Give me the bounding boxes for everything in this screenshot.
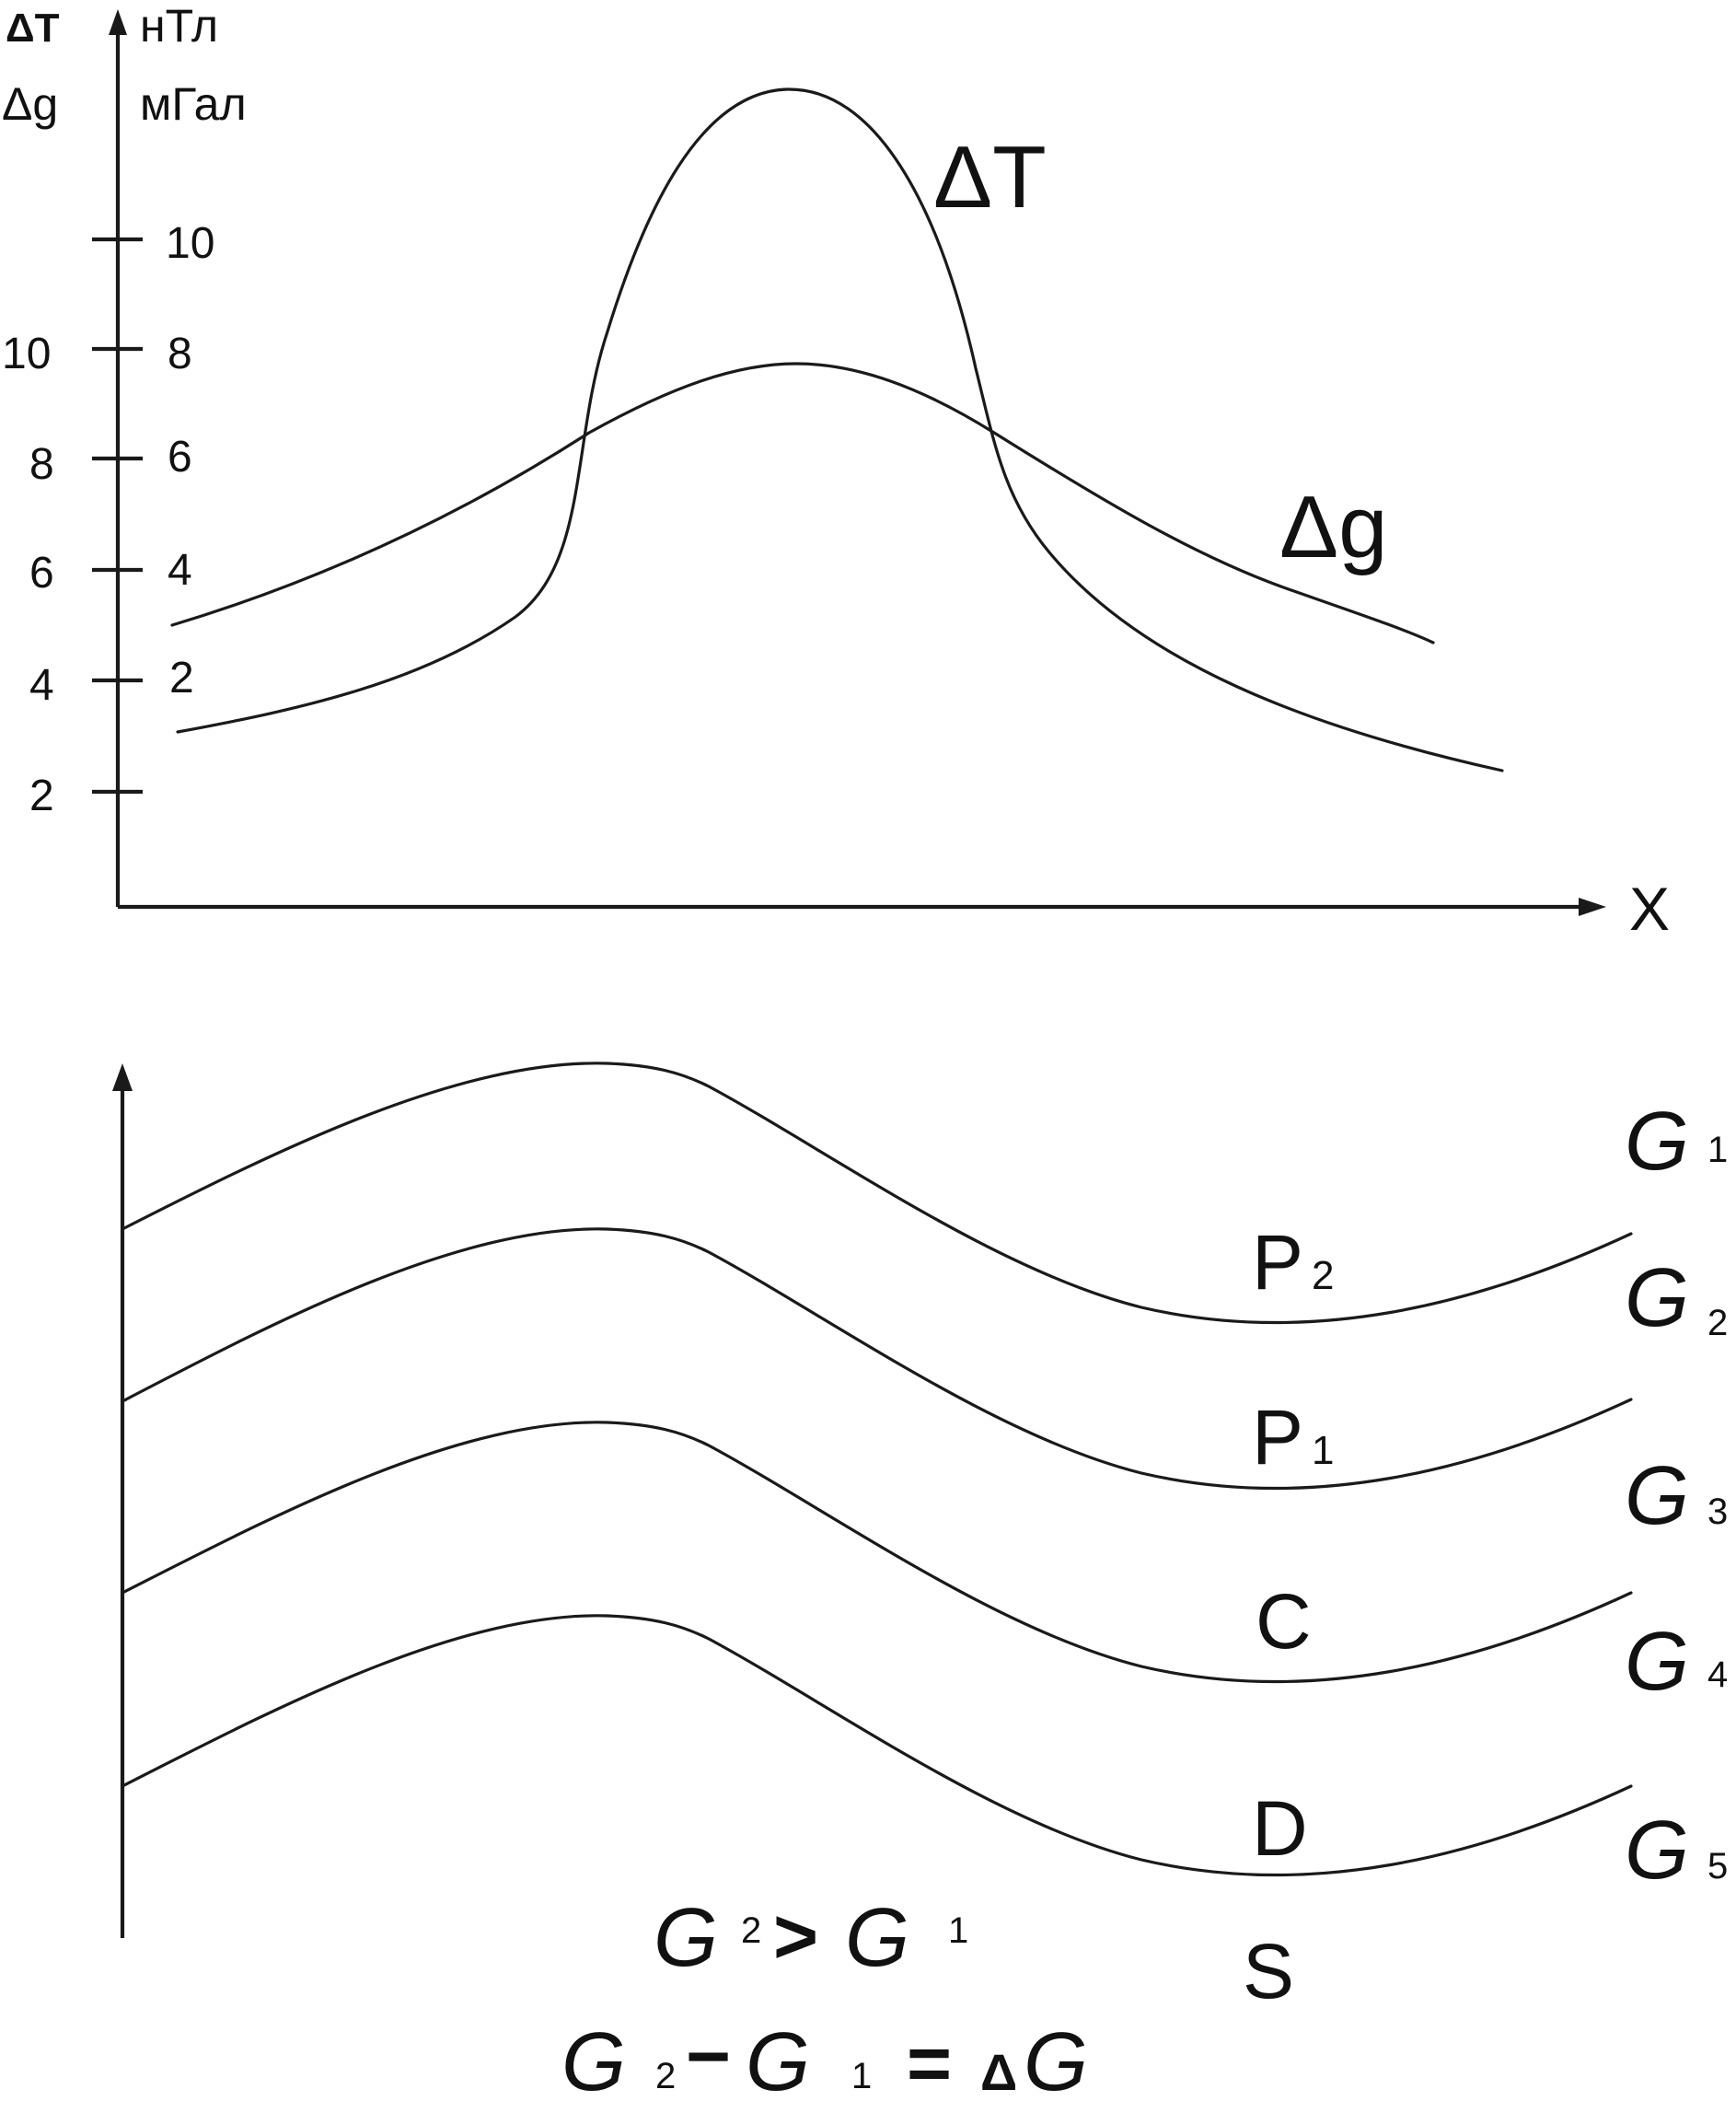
- formula-sub: 2: [741, 1910, 761, 1951]
- strat-sub: 1: [1312, 1428, 1334, 1473]
- sigma-index: 4: [1707, 1654, 1728, 1695]
- label-c: C: [1256, 1578, 1312, 1665]
- sigma-glyph: G: [1625, 1252, 1689, 1344]
- formula-sub: 1: [851, 2056, 872, 2096]
- formula-operator: −: [686, 2013, 731, 2099]
- formula-sub: 1: [948, 1910, 968, 1951]
- strat-sub: 2: [1312, 1253, 1334, 1298]
- sigma-index: 5: [1707, 1846, 1728, 1886]
- sigma-index: 1: [1707, 1130, 1728, 1170]
- geologic-section: G 1 G 2 G 3 G 4 G 5 P 2 P 1 C D S: [112, 1062, 1728, 2101]
- sigma-3-label: G 3: [1625, 1450, 1728, 1542]
- dg-symbol: Δg: [2, 78, 58, 130]
- label-p2: P 2: [1252, 1219, 1334, 1306]
- formula-inequality: G 2 > G 1: [654, 1892, 968, 1984]
- formula-sigma: G: [1024, 2016, 1088, 2101]
- formula-delta: Δ: [980, 2043, 1017, 2101]
- formula-operator: >: [773, 1893, 818, 1979]
- formula-sigma: G: [746, 2016, 810, 2101]
- curve-delta-t: [176, 87, 1504, 772]
- inner-tick-label: 10: [166, 219, 214, 268]
- strat-label: P: [1252, 1219, 1303, 1306]
- inner-tick-label: 2: [169, 654, 194, 702]
- outer-tick-label: 8: [29, 440, 54, 489]
- x-axis-label: X: [1629, 875, 1670, 943]
- curve-delta-g-label: Δg: [1279, 478, 1388, 576]
- unit-mgal: мГал: [140, 78, 247, 130]
- formula-sigma: G: [845, 1892, 909, 1984]
- label-p1: P 1: [1252, 1394, 1334, 1480]
- boundary-sigma2-sigma3: [121, 1227, 1633, 1491]
- curve-delta-g: [170, 362, 1435, 644]
- sigma-index: 2: [1707, 1303, 1728, 1343]
- sigma-2-label: G 2: [1625, 1252, 1728, 1344]
- y-axis-arrow: [109, 9, 127, 35]
- outer-tick-label: 6: [29, 549, 54, 598]
- inner-tick-label: 4: [168, 546, 192, 595]
- top-chart: ΔT Δg нТл мГал 10 8 6 4 2 10 8 6 4 2 X Δ…: [2, 0, 1670, 943]
- outer-tick-label: 4: [29, 661, 54, 710]
- unit-ntl: нТл: [140, 0, 218, 52]
- formula-sigma: G: [561, 2016, 626, 2101]
- boundary-sigma3-sigma4: [121, 1421, 1633, 1684]
- x-axis-arrow: [1579, 898, 1606, 916]
- sigma-1-label: G 1: [1625, 1096, 1728, 1188]
- section-axis-arrow: [112, 1063, 133, 1091]
- strat-label: P: [1252, 1394, 1303, 1480]
- label-d: D: [1252, 1785, 1308, 1872]
- inner-tick-label: 6: [168, 433, 192, 482]
- boundary-sigma1-sigma2: [121, 1062, 1633, 1325]
- sigma-4-label: G 4: [1625, 1616, 1728, 1708]
- curve-delta-t-label: ΔT: [933, 128, 1047, 226]
- formula-equals: =: [907, 2020, 952, 2101]
- sigma-glyph: G: [1625, 1616, 1689, 1708]
- outer-tick-label: 10: [2, 330, 51, 378]
- outer-tick-label: 2: [29, 772, 54, 820]
- dt-symbol: ΔT: [6, 6, 60, 51]
- sigma-5-label: G 5: [1625, 1805, 1728, 1897]
- y-ticks: [92, 237, 143, 795]
- sigma-glyph: G: [1625, 1450, 1689, 1542]
- formula-difference: G 2 − G 1 = Δ G: [561, 2013, 1088, 2101]
- sigma-glyph: G: [1625, 1805, 1689, 1897]
- boundary-sigma4-sigma5: [121, 1614, 1633, 1877]
- label-s: S: [1243, 1928, 1294, 2014]
- sigma-glyph: G: [1625, 1096, 1689, 1188]
- formula-sigma: G: [654, 1892, 718, 1984]
- sigma-index: 3: [1707, 1492, 1728, 1532]
- inner-tick-label: 8: [168, 330, 192, 378]
- formula-sub: 2: [655, 2056, 676, 2096]
